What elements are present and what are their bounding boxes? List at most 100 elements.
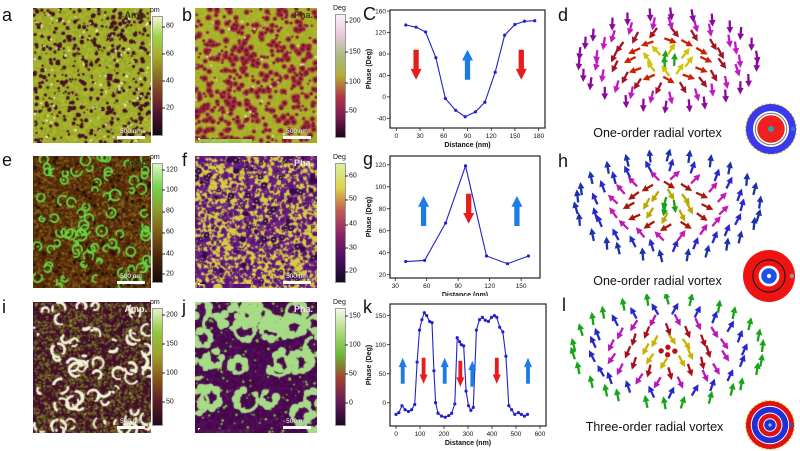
panel-letter-g: g bbox=[363, 149, 374, 169]
svg-text:Phase (Deg): Phase (Deg) bbox=[366, 345, 373, 385]
colorbar-tick: 100 bbox=[162, 186, 178, 193]
colorbar-e: pm 120 100 80 60 40 20 bbox=[150, 154, 178, 283]
colorbar-tick: 50 bbox=[345, 370, 357, 377]
afm-scan-canvas bbox=[33, 156, 151, 288]
colorbar-tick: 100 bbox=[345, 79, 361, 86]
domain-target-inset-d bbox=[745, 103, 797, 155]
svg-text:0: 0 bbox=[382, 94, 386, 101]
scalebar: 500 nm bbox=[117, 273, 145, 284]
colorbar-tick: 20 bbox=[345, 268, 357, 275]
svg-text:Distance (nm): Distance (nm) bbox=[445, 440, 491, 447]
phase-profile-chart-k: 0 100 200 300 400 500 600 0 50 100 150 Distance (nm… bbox=[366, 303, 547, 447]
colorbar-tick: 50 bbox=[345, 196, 357, 203]
zoom-inset-canvas bbox=[199, 429, 252, 433]
vortex-diagram-l bbox=[569, 294, 767, 410]
svg-text:80: 80 bbox=[379, 206, 387, 213]
vortex-diagram-d bbox=[575, 7, 761, 114]
svg-text:150: 150 bbox=[510, 133, 521, 140]
colorbar-unit: pm bbox=[150, 7, 160, 14]
svg-text:-40: -40 bbox=[377, 116, 387, 123]
svg-text:600: 600 bbox=[535, 431, 546, 438]
svg-text:20: 20 bbox=[379, 272, 387, 279]
scalebar-bar bbox=[117, 136, 145, 139]
scalebar-bar bbox=[117, 426, 145, 429]
svg-text:100: 100 bbox=[415, 431, 426, 438]
panel-letter-a: a bbox=[2, 5, 13, 25]
scalebar-text: 500 nm bbox=[286, 417, 308, 425]
scalebar-bar bbox=[283, 426, 311, 429]
colorbar-unit: pm bbox=[150, 299, 160, 306]
afm-image-phase-j: Pha. 500 nm bbox=[195, 302, 317, 433]
colorbar-f: Deg 60 50 40 30 20 bbox=[333, 154, 357, 283]
scalebar-bar bbox=[283, 281, 311, 284]
zoom-inset bbox=[198, 428, 252, 433]
image-label: Pha. bbox=[293, 158, 313, 168]
colorbar-j: Deg 150 100 50 0 bbox=[333, 299, 361, 426]
colorbar-tick: 80 bbox=[162, 23, 174, 30]
zoom-inset-canvas bbox=[199, 139, 252, 143]
svg-text:300: 300 bbox=[463, 431, 474, 438]
domain-target-inset-h bbox=[743, 250, 795, 302]
svg-text:200: 200 bbox=[439, 431, 450, 438]
colorbar-unit: Deg bbox=[333, 154, 346, 161]
colorbar-tick: 40 bbox=[345, 221, 357, 228]
svg-text:50: 50 bbox=[379, 371, 387, 378]
svg-text:Phase (Deg): Phase (Deg) bbox=[366, 49, 373, 89]
svg-text:60: 60 bbox=[440, 133, 448, 140]
colorbar-unit: Deg bbox=[333, 299, 346, 306]
colorbar-tick: 20 bbox=[162, 270, 174, 277]
svg-text:100: 100 bbox=[375, 342, 386, 349]
image-label: Pha. bbox=[293, 10, 313, 20]
colorbar-a: pm 80 60 40 20 bbox=[150, 7, 174, 136]
zoom-inset-canvas bbox=[199, 284, 252, 288]
panel-letter-f: f bbox=[182, 150, 188, 170]
scalebar: 500 nm bbox=[117, 128, 145, 139]
svg-text:120: 120 bbox=[484, 283, 495, 290]
svg-text:100: 100 bbox=[375, 184, 386, 191]
svg-text:150: 150 bbox=[375, 313, 386, 320]
scalebar-text: 500 nm bbox=[286, 127, 308, 135]
svg-text:500: 500 bbox=[511, 431, 522, 438]
svg-text:Phase (Deg): Phase (Deg) bbox=[366, 197, 373, 237]
scalebar: 500 nm bbox=[283, 418, 311, 429]
svg-text:90: 90 bbox=[455, 283, 463, 290]
scalebar-bar bbox=[283, 136, 311, 139]
svg-text:180: 180 bbox=[533, 133, 544, 140]
afm-image-amplitude-a: Amp. 500 nm bbox=[33, 8, 151, 143]
panel-letter-k: k bbox=[363, 297, 372, 317]
panel-letter-l: l bbox=[562, 295, 566, 315]
afm-image-amplitude-i: Amp. 500 nm bbox=[33, 302, 151, 433]
svg-text:40: 40 bbox=[379, 73, 387, 80]
colorbar-i: pm 200 150 100 50 bbox=[150, 299, 178, 426]
vortex-label-h: One-order radial vortex bbox=[593, 274, 722, 288]
panel-letter-b: b bbox=[182, 5, 193, 25]
colorbar-tick: 40 bbox=[162, 250, 174, 257]
afm-scan-canvas bbox=[33, 8, 151, 143]
svg-text:120: 120 bbox=[375, 162, 386, 169]
afm-scan-canvas bbox=[195, 156, 317, 288]
panel-letter-d: d bbox=[558, 5, 569, 25]
svg-text:120: 120 bbox=[375, 30, 386, 37]
panel-letter-j: j bbox=[182, 297, 186, 317]
colorbar-tick: 20 bbox=[162, 104, 174, 111]
colorbar-tick: 50 bbox=[345, 108, 357, 115]
svg-text:30: 30 bbox=[416, 133, 424, 140]
scalebar-text: 500 nm bbox=[120, 417, 142, 425]
colorbar-tick: 100 bbox=[345, 341, 361, 348]
panel-letter-c: C bbox=[363, 4, 376, 24]
svg-text:400: 400 bbox=[487, 431, 498, 438]
panel-letter-h: h bbox=[558, 151, 569, 171]
colorbar-tick: 100 bbox=[162, 369, 178, 376]
colorbar-tick: 0 bbox=[345, 399, 353, 406]
afm-scan-canvas bbox=[195, 302, 317, 433]
svg-text:160: 160 bbox=[375, 8, 386, 15]
zoom-inset bbox=[198, 138, 252, 143]
colorbar-tick: 60 bbox=[162, 229, 174, 236]
colorbar-tick: 200 bbox=[162, 311, 178, 318]
colorbar-tick: 150 bbox=[345, 48, 361, 55]
svg-text:0: 0 bbox=[394, 431, 398, 438]
scalebar-bar bbox=[117, 281, 145, 284]
svg-text:30: 30 bbox=[392, 283, 400, 290]
afm-scan-canvas bbox=[33, 302, 151, 433]
zoom-inset bbox=[198, 283, 252, 288]
